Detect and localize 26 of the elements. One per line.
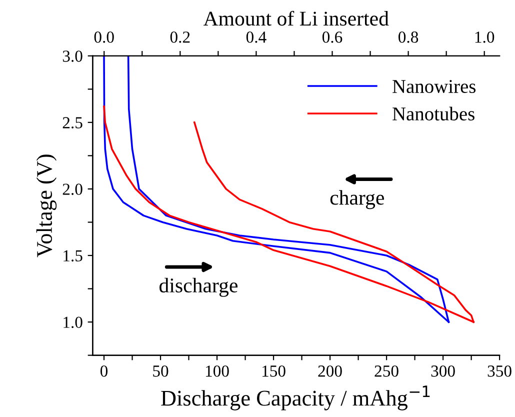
x-tick-label: 150 [262,365,286,377]
x-tick-label: 200 [318,365,342,377]
y-tick-label: 1.0 [64,316,82,328]
y-axis-title: Voltage (V) [36,154,57,258]
legend-label: Nanowires [392,80,476,94]
legend-label: Nanotubes [392,106,474,120]
x-tick-label: 250 [374,365,398,377]
x-tick-label: 0 [100,365,108,377]
annotation: discharge [160,278,238,297]
x-tick-label: 50 [153,365,168,377]
annotation: charge [330,190,384,210]
y-tick-label: 3.0 [62,50,82,62]
x2-tick-label: 0.4 [246,32,266,43]
x2-tick-label: 0.8 [398,32,418,43]
y-tick-label: 1.5 [64,250,82,262]
x2-tick-label: 0.6 [322,32,342,43]
x2-tick-label: 0.0 [94,32,114,43]
y-tick-label: 2.0 [62,184,82,195]
x-tick-label: 100 [206,365,229,377]
x-tick-label: 300 [431,365,455,377]
x-tick-label: 350 [488,365,512,377]
x2-axis-title: Amount of Li inserted [203,10,389,26]
y-tick-label: 2.5 [62,117,82,128]
x-axis-title: Discharge Capacity / mAhg$^{−1}$ [161,386,430,410]
x2-tick-label: 1.0 [475,32,494,43]
x2-tick-label: 0.2 [170,32,190,43]
